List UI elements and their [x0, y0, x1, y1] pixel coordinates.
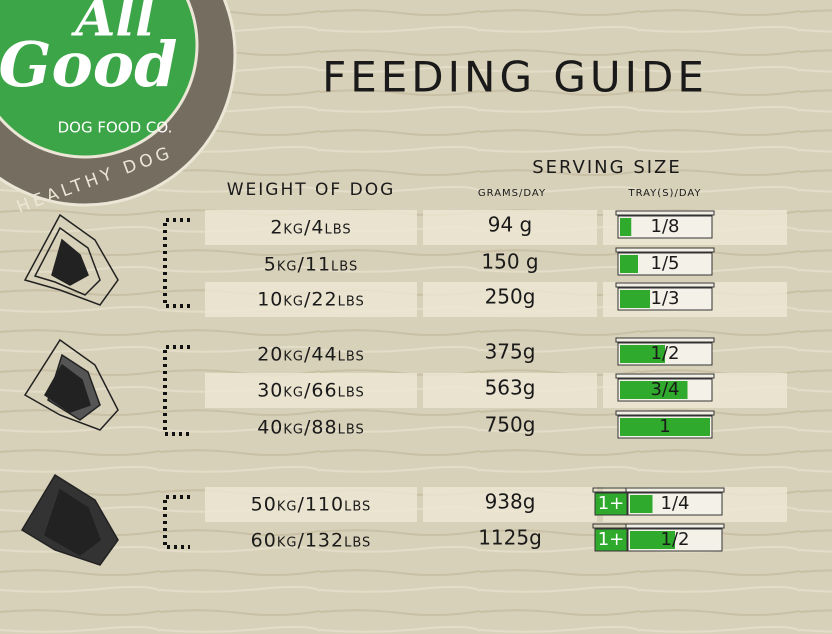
weight: 30kg/66lbs: [257, 380, 365, 402]
extra-tray: [594, 492, 628, 516]
grams: 250g: [485, 285, 536, 309]
weight: 50kg/110lbs: [251, 494, 372, 516]
weight: 20kg/44lbs: [257, 344, 365, 366]
tray-label: 1/2: [661, 529, 690, 550]
extra-label: 1+: [598, 493, 625, 514]
tray-fill: [630, 495, 653, 513]
weight: 40kg/88lbs: [257, 417, 365, 439]
tray-fill: [620, 255, 638, 273]
tray-fill: [620, 381, 688, 399]
tray-label: 1/2: [651, 343, 680, 364]
row-strip: [423, 373, 597, 408]
dog-icons: [20, 213, 119, 566]
tray-fill: [630, 531, 675, 549]
grams: 150 g: [481, 250, 538, 274]
title: FEEDING GUIDE: [322, 53, 708, 102]
grams: 750g: [485, 413, 536, 437]
weight: 10kg/22lbs: [257, 289, 365, 311]
grams: 375g: [485, 340, 536, 364]
tray-label: 3/4: [651, 379, 680, 400]
tray-lid: [615, 337, 715, 343]
grams: 563g: [485, 376, 536, 400]
header: SERVING SIZE: [532, 157, 682, 178]
header: GRAMS/DAY: [478, 188, 546, 199]
tray-label: 1/3: [651, 288, 680, 309]
tray-label: 1/4: [661, 493, 690, 514]
tray-label: 1/8: [651, 216, 680, 237]
logo-name: All: [70, 0, 155, 49]
weight: 60kg/132lbs: [251, 530, 372, 552]
header: WEIGHT OF DOG: [227, 180, 396, 200]
tray-label: 1: [659, 416, 670, 437]
tray: [617, 215, 713, 239]
tray-lid: [615, 247, 715, 253]
row-strip: [205, 210, 417, 245]
tray-lid: [615, 410, 715, 416]
tray-lid: [615, 373, 715, 379]
extra-label: 1+: [598, 529, 625, 550]
tray: [617, 252, 713, 276]
bracket: [163, 495, 190, 549]
tray-fill: [620, 290, 650, 308]
row-strip: [423, 210, 597, 245]
weight: 2kg/4lbs: [270, 217, 351, 239]
tray-lid: [615, 210, 715, 216]
header: TRAY(S)/DAY: [627, 188, 701, 199]
row-strip: [423, 487, 597, 522]
tray-fill: [620, 418, 710, 436]
logo-company: DOG FOOD CO.: [58, 119, 173, 137]
row-strip: [423, 282, 597, 317]
grams: 94 g: [488, 213, 533, 237]
weight: 5kg/11lbs: [264, 254, 358, 276]
tray-label: 1/5: [651, 253, 680, 274]
tray-lid: [615, 282, 715, 288]
tray-fill: [620, 218, 632, 236]
logo-name: Good: [0, 28, 178, 101]
grams: 1125g: [478, 526, 542, 550]
extra-tray: [594, 528, 628, 552]
tray-lid: [625, 487, 725, 493]
grams: 938g: [485, 490, 536, 514]
tray-lid: [625, 523, 725, 529]
logo: All Good DOG FOOD CO. HEALTHY DOG: [0, 0, 237, 218]
row-strip: [205, 487, 417, 522]
tray-fill: [620, 345, 665, 363]
row-strip: [205, 373, 417, 408]
row-strip: [205, 282, 417, 317]
